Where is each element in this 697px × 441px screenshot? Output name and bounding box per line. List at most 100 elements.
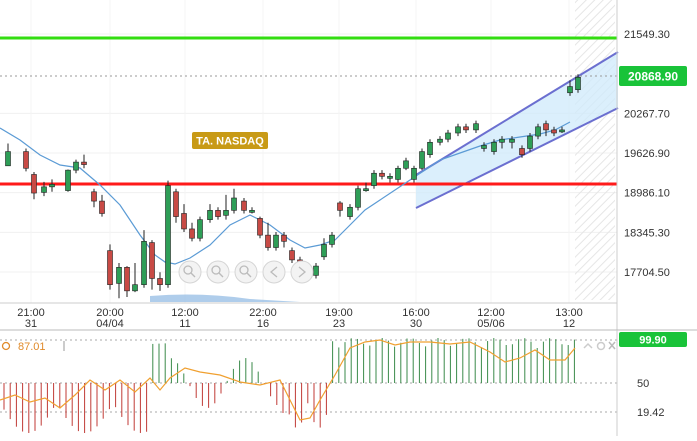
candle[interactable] <box>91 188 97 208</box>
close-icon[interactable] <box>608 341 616 350</box>
pan-right-icon[interactable] <box>290 260 314 284</box>
volume-area <box>150 294 300 302</box>
candle[interactable] <box>289 247 295 263</box>
candle[interactable] <box>371 170 377 189</box>
candle[interactable] <box>575 74 581 93</box>
candle[interactable] <box>419 148 425 171</box>
candle[interactable] <box>379 170 385 180</box>
candle[interactable] <box>281 232 287 248</box>
candle[interactable] <box>165 180 171 288</box>
candle[interactable] <box>455 123 461 137</box>
price-axis-tick: 18986.10 <box>624 188 670 200</box>
oscillator-axis[interactable]: 50 19.42 <box>637 378 665 419</box>
candle[interactable] <box>65 169 71 192</box>
watermark-badge <box>192 132 268 149</box>
time-axis-tick-day: 30 <box>410 318 422 330</box>
candlestick-series[interactable] <box>5 74 581 299</box>
time-axis-tick-time: 21:00 <box>17 307 45 319</box>
candle[interactable] <box>395 165 401 183</box>
candle[interactable] <box>437 136 443 146</box>
candle[interactable] <box>257 216 263 239</box>
time-axis-tick-day: 12 <box>563 318 575 330</box>
candle[interactable] <box>5 143 11 167</box>
candle[interactable] <box>527 132 533 152</box>
candle[interactable] <box>363 182 369 192</box>
candle[interactable] <box>411 165 417 183</box>
candle[interactable] <box>313 262 319 279</box>
candle[interactable] <box>321 238 327 260</box>
candle[interactable] <box>132 262 138 293</box>
time-axis-tick-time: 22:00 <box>249 307 277 319</box>
candle[interactable] <box>355 185 361 211</box>
zoom-out-icon[interactable] <box>178 260 202 284</box>
candle[interactable] <box>124 266 130 298</box>
price-axis-tick: 20267.70 <box>624 108 670 120</box>
candle[interactable] <box>403 157 409 171</box>
candle[interactable] <box>73 159 79 174</box>
candle[interactable] <box>31 171 37 200</box>
candle[interactable] <box>41 181 47 197</box>
candle[interactable] <box>427 139 433 158</box>
candle[interactable] <box>23 148 29 172</box>
time-axis[interactable]: 21:003120:0004/0412:001122:001619:002316… <box>17 307 583 330</box>
candle[interactable] <box>509 136 515 149</box>
candle[interactable] <box>499 136 505 149</box>
candle[interactable] <box>189 222 195 242</box>
candle[interactable] <box>197 216 203 242</box>
time-axis-tick-time: 16:00 <box>402 307 430 319</box>
oscillator-current-tag <box>619 332 687 347</box>
candle[interactable] <box>107 244 113 290</box>
candle[interactable] <box>241 197 247 214</box>
candle[interactable] <box>463 123 469 133</box>
time-axis-tick-time: 20:00 <box>96 307 124 319</box>
candle[interactable] <box>157 272 163 291</box>
channel-upper-line[interactable] <box>415 51 619 176</box>
candle[interactable] <box>347 204 353 220</box>
candle[interactable] <box>81 154 87 169</box>
candle[interactable] <box>223 194 229 220</box>
candle[interactable] <box>141 230 147 288</box>
candle[interactable] <box>491 139 497 155</box>
candle[interactable] <box>473 120 479 133</box>
time-axis-tick-day: 04/04 <box>96 318 124 330</box>
candle[interactable] <box>116 262 122 299</box>
price-axis[interactable]: 21549.30 20267.70 19626.90 18986.10 18345.30… <box>624 29 670 279</box>
candle[interactable] <box>519 145 525 158</box>
candle[interactable] <box>265 222 271 251</box>
candle[interactable] <box>567 80 573 96</box>
candle[interactable] <box>559 126 565 133</box>
candle[interactable] <box>543 120 549 137</box>
candle[interactable] <box>273 232 279 251</box>
pane-controls[interactable] <box>583 341 616 351</box>
candle[interactable] <box>99 194 105 217</box>
candle[interactable] <box>181 204 187 233</box>
channel-lower-line[interactable] <box>415 107 619 209</box>
price-axis-tick: 17704.50 <box>624 267 670 279</box>
zoom-controls[interactable] <box>178 260 314 284</box>
candle[interactable] <box>207 204 213 223</box>
candle[interactable] <box>231 188 237 214</box>
settings-icon[interactable] <box>596 341 606 351</box>
time-axis-tick-day: 31 <box>25 318 37 330</box>
oscillator-line <box>0 339 576 421</box>
candle[interactable] <box>215 207 221 220</box>
candle[interactable] <box>173 188 179 223</box>
candle[interactable] <box>445 129 451 143</box>
candle[interactable] <box>387 173 393 183</box>
zoom-in-icon[interactable] <box>234 260 258 284</box>
candle[interactable] <box>535 123 541 140</box>
candle[interactable] <box>551 126 557 137</box>
time-axis-tick-time: 19:00 <box>325 307 353 319</box>
future-area <box>575 0 615 300</box>
candle[interactable] <box>337 201 343 217</box>
pan-left-icon[interactable] <box>262 260 286 284</box>
candle[interactable] <box>329 232 335 248</box>
candle[interactable] <box>49 179 55 192</box>
candle[interactable] <box>481 142 487 152</box>
zoom-reset-icon[interactable] <box>206 260 230 284</box>
candle[interactable] <box>149 240 155 290</box>
candle[interactable] <box>249 207 255 214</box>
pane-up-icon[interactable] <box>583 342 593 349</box>
